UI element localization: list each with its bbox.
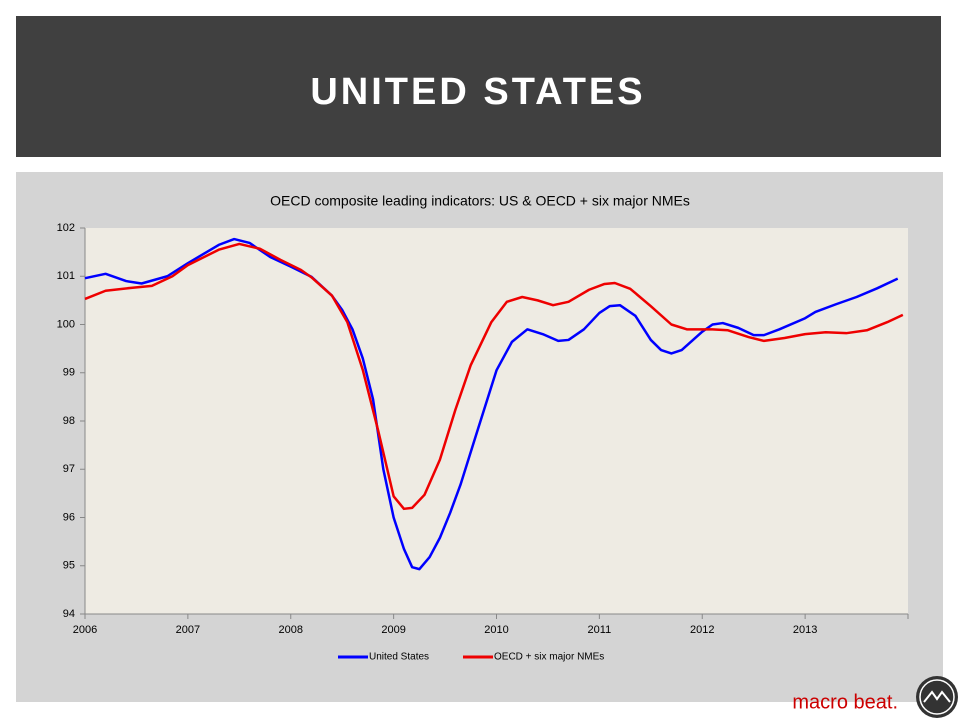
y-tick-label: 98 (63, 415, 75, 427)
x-tick-label: 2006 (73, 624, 97, 636)
legend-label: OECD + six major NMEs (494, 652, 604, 663)
x-tick-label: 2008 (279, 624, 303, 636)
y-tick-label: 96 (63, 511, 75, 523)
y-tick-label: 97 (63, 463, 75, 475)
y-tick-label: 100 (57, 318, 75, 330)
x-tick-label: 2013 (793, 624, 817, 636)
plot-area (85, 228, 908, 614)
x-tick-label: 2009 (381, 624, 405, 636)
x-tick-label: 2007 (176, 624, 200, 636)
header-bar (16, 16, 941, 157)
chart-title: OECD composite leading indicators: US & … (270, 193, 690, 209)
legend-label: United States (369, 652, 429, 663)
x-tick-label: 2012 (690, 624, 714, 636)
brand-text: macro beat. (792, 691, 898, 713)
y-tick-label: 95 (63, 560, 75, 572)
series-line (84, 237, 899, 571)
series-line (84, 242, 904, 511)
header-title: UNITED STATES (310, 71, 645, 113)
x-tick-label: 2010 (484, 624, 508, 636)
y-tick-label: 101 (57, 270, 75, 282)
x-tick-label: 2011 (588, 624, 612, 636)
y-tick-label: 102 (57, 222, 75, 234)
brand-logo (916, 676, 958, 718)
y-tick-label: 94 (63, 608, 75, 620)
y-tick-label: 99 (63, 367, 75, 379)
